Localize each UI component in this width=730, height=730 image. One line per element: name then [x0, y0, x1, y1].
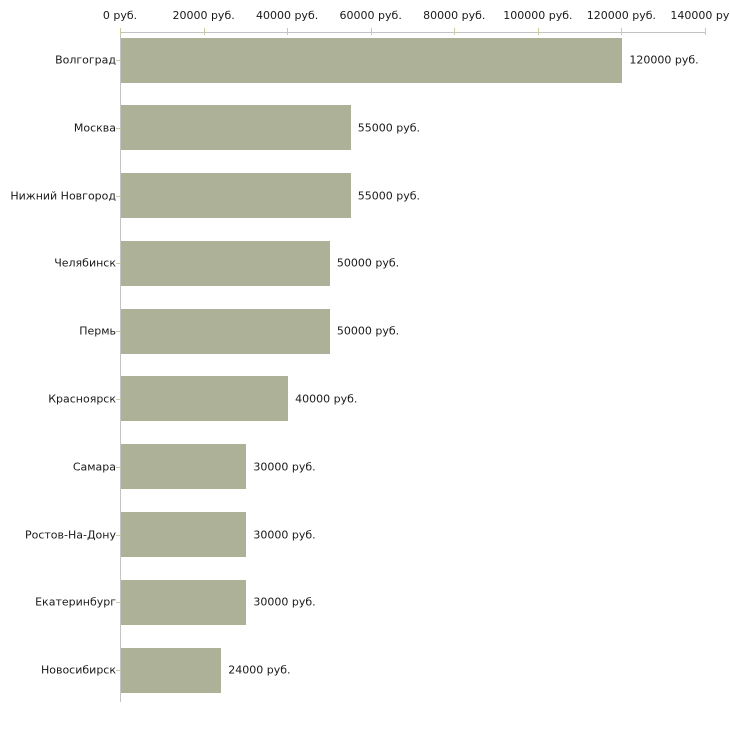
y-tick — [116, 195, 120, 197]
y-tick — [116, 60, 120, 61]
value-label: 55000 руб. — [357, 189, 421, 203]
x-tick-label: 0 руб. — [102, 9, 138, 22]
category-label: Челябинск — [54, 256, 116, 270]
bar — [121, 105, 351, 151]
value-label: 30000 руб. — [253, 595, 316, 609]
x-tick — [203, 28, 205, 35]
y-tick — [116, 534, 120, 536]
value-label: 55000 руб. — [357, 121, 421, 135]
x-tick — [120, 28, 121, 35]
value-label: 30000 руб. — [253, 528, 316, 541]
y-tick — [116, 127, 120, 129]
x-tick — [454, 28, 456, 35]
x-axis-line — [120, 32, 705, 33]
y-tick — [116, 670, 120, 671]
x-tick — [287, 28, 289, 35]
y-axis-line — [120, 32, 121, 702]
y-tick — [116, 398, 120, 400]
bar — [121, 376, 289, 422]
x-tick-label: 40000 руб. — [255, 9, 319, 22]
value-label: 50000 руб. — [336, 324, 400, 338]
category-label: Волгоград — [55, 53, 116, 67]
value-label: 120000 руб. — [629, 53, 699, 67]
bar — [121, 240, 330, 286]
category-label: Екатеринбург — [35, 595, 116, 609]
y-tick — [116, 263, 120, 265]
bar — [121, 579, 247, 625]
bar — [121, 37, 623, 83]
category-label: Самара — [72, 460, 116, 474]
bar — [121, 308, 330, 354]
x-tick-label: 120000 руб. — [586, 9, 657, 22]
value-label: 50000 руб. — [336, 256, 400, 270]
value-label: 24000 руб. — [228, 663, 291, 677]
x-tick-label: 60000 руб. — [339, 9, 402, 22]
category-label: Пермь — [79, 324, 116, 338]
x-tick — [621, 28, 623, 35]
category-label: Красноярск — [48, 392, 116, 406]
category-label: Нижний Новгород — [10, 189, 116, 203]
x-tick-label: 100000 руб. — [503, 9, 573, 22]
category-label: Ростов-На-Дону — [24, 528, 116, 541]
y-tick — [116, 331, 120, 333]
value-label: 40000 руб. — [295, 392, 358, 406]
x-tick-label: 140000 руб. — [670, 9, 730, 22]
bar — [121, 512, 247, 557]
category-label: Москва — [73, 121, 116, 135]
bar — [121, 444, 247, 490]
x-tick — [370, 28, 372, 35]
y-tick — [116, 602, 120, 604]
bar — [121, 173, 351, 219]
bar — [121, 647, 222, 693]
y-tick — [116, 466, 120, 468]
value-label: 30000 руб. — [253, 460, 316, 474]
x-tick — [705, 28, 706, 35]
x-tick — [537, 28, 539, 35]
x-tick-label: 80000 руб. — [423, 9, 486, 22]
category-label: Новосибирск — [40, 663, 116, 677]
x-tick-label: 20000 руб. — [172, 9, 235, 22]
